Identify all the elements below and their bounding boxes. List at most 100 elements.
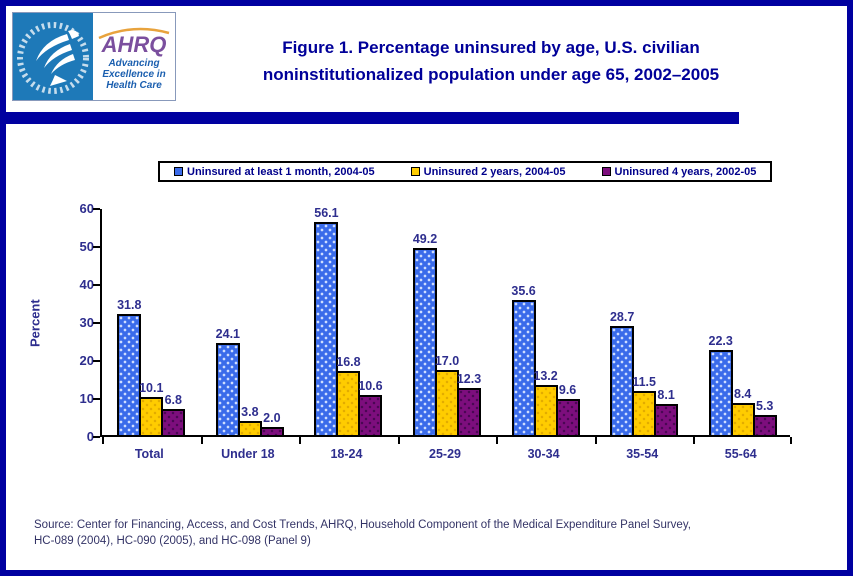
y-tick-mark bbox=[93, 398, 100, 400]
bar: 8.4 bbox=[730, 387, 755, 435]
bar: 28.7 bbox=[610, 310, 634, 435]
x-category-label: Under 18 bbox=[221, 447, 275, 461]
bar-value-label: 10.6 bbox=[358, 378, 383, 393]
legend-label: Uninsured 4 years, 2002-05 bbox=[614, 165, 757, 178]
legend-marker-icon bbox=[174, 167, 183, 176]
y-tick-mark bbox=[93, 322, 100, 324]
hhs-eagle-icon bbox=[17, 22, 89, 94]
x-tick-mark bbox=[102, 437, 104, 444]
ahrq-tagline: Advancing Excellence in Health Care bbox=[102, 57, 166, 91]
source-note: Source: Center for Financing, Access, an… bbox=[34, 517, 834, 549]
plot-area: 31.8 10.1 6.8 24.1 3.8 2.0 56.1 16.8 10.6 49.2 17.… bbox=[93, 206, 792, 444]
bar: 2.0 bbox=[259, 411, 284, 435]
bar-value-label: 11.5 bbox=[632, 375, 656, 390]
bar: 12.3 bbox=[457, 372, 481, 435]
bar: 10.1 bbox=[139, 381, 163, 435]
ahrq-hhs-logo: AHRQ Advancing Excellence in Health Care bbox=[12, 12, 176, 101]
bar-value-label: 31.8 bbox=[117, 298, 142, 313]
ahrq-wordmark: AHRQ bbox=[101, 31, 167, 57]
x-axis-category-labels: Total Under 18 18-24 25-29 30-34 35-54 55-64 bbox=[100, 447, 790, 461]
bar: 22.3 bbox=[709, 334, 733, 435]
x-tick-mark bbox=[693, 437, 696, 444]
figure-title-line2: noninstitutionalized population under ag… bbox=[262, 65, 720, 84]
bar-value-label: 24.1 bbox=[215, 327, 241, 342]
bar: 8.1 bbox=[654, 388, 679, 435]
x-tick-mark bbox=[299, 437, 302, 444]
hhs-seal-icon bbox=[13, 13, 93, 100]
bar-group: 35.6 13.2 9.6 bbox=[496, 209, 595, 435]
bar-value-label: 28.7 bbox=[609, 309, 635, 324]
ahrq-arc-icon bbox=[98, 27, 170, 39]
bar: 6.8 bbox=[161, 393, 186, 435]
bar-value-label: 13.2 bbox=[533, 368, 558, 383]
bar-value-label: 35.6 bbox=[511, 283, 536, 298]
x-tick-mark bbox=[200, 437, 203, 444]
legend-label: Uninsured at least 1 month, 2004-05 bbox=[187, 165, 375, 178]
x-category-label: 55-64 bbox=[724, 447, 757, 461]
bar-value-label: 9.6 bbox=[558, 382, 577, 397]
y-tick-mark bbox=[93, 436, 100, 438]
x-category-label: Total bbox=[134, 447, 164, 461]
legend-label: Uninsured 2 years, 2004-05 bbox=[423, 165, 566, 178]
y-tick-mark bbox=[93, 246, 100, 248]
source-note-line2: HC-089 (2004), HC-090 (2005), and HC-098… bbox=[34, 535, 311, 547]
y-tick-mark bbox=[93, 208, 100, 210]
bar-value-label: 10.1 bbox=[139, 380, 164, 395]
y-tick-label: 10 bbox=[79, 391, 94, 406]
bar: 31.8 bbox=[117, 298, 141, 435]
bar-value-label: 8.4 bbox=[734, 387, 752, 402]
legend-item: Uninsured 4 years, 2002-05 bbox=[601, 165, 757, 178]
bar-value-label: 3.8 bbox=[241, 404, 259, 419]
y-axis-title: Percent bbox=[27, 299, 43, 347]
bar-value-label: 8.1 bbox=[657, 388, 675, 403]
x-tick-mark bbox=[496, 437, 499, 444]
bar: 17.0 bbox=[435, 354, 459, 435]
header-divider-bar bbox=[6, 112, 739, 124]
figure-title: Figure 1. Percentage uninsured by age, U… bbox=[191, 34, 791, 88]
y-tick-label: 40 bbox=[79, 277, 94, 292]
bar-value-label: 12.3 bbox=[456, 372, 482, 387]
bar-group: 31.8 10.1 6.8 bbox=[102, 209, 201, 435]
bar-value-label: 49.2 bbox=[412, 232, 438, 247]
y-tick-label: 50 bbox=[79, 239, 94, 254]
bar: 10.6 bbox=[358, 379, 383, 435]
bar: 24.1 bbox=[216, 327, 240, 435]
x-category-label: 35-54 bbox=[626, 447, 659, 461]
bar-group: 49.2 17.0 12.3 bbox=[398, 209, 497, 435]
y-tick-label: 30 bbox=[79, 315, 94, 330]
bar-value-label: 17.0 bbox=[434, 354, 460, 369]
chart-legend: Uninsured at least 1 month, 2004-05 Unins… bbox=[158, 161, 773, 182]
y-axis-tick-labels: 0 10 20 30 40 50 60 bbox=[64, 201, 94, 444]
ahrq-logo: AHRQ Advancing Excellence in Health Care bbox=[93, 13, 175, 100]
bar-group: 28.7 11.5 8.1 bbox=[595, 209, 694, 435]
bar-value-label: 2.0 bbox=[263, 411, 281, 426]
x-tick-mark bbox=[397, 437, 400, 444]
source-note-line1: Source: Center for Financing, Access, an… bbox=[34, 519, 691, 531]
bar: 9.6 bbox=[555, 383, 580, 435]
x-tick-mark bbox=[790, 437, 792, 444]
bar: 56.1 bbox=[314, 206, 339, 435]
bar-group: 24.1 3.8 2.0 bbox=[201, 209, 300, 435]
bar: 5.3 bbox=[752, 399, 777, 435]
bar-value-label: 16.8 bbox=[336, 355, 361, 370]
bar-group: 22.3 8.4 5.3 bbox=[693, 209, 792, 435]
x-category-label: 18-24 bbox=[330, 447, 363, 461]
bar-value-label: 5.3 bbox=[756, 398, 774, 413]
y-tick-label: 0 bbox=[86, 429, 94, 444]
figure-title-line1: Figure 1. Percentage uninsured by age, U… bbox=[282, 38, 700, 57]
x-category-label: 30-34 bbox=[527, 447, 560, 461]
bar-group: 56.1 16.8 10.6 bbox=[299, 206, 398, 435]
legend-marker-icon bbox=[410, 167, 420, 176]
bar-value-label: 22.3 bbox=[708, 334, 733, 349]
x-category-label: 25-29 bbox=[429, 447, 462, 461]
y-tick-mark bbox=[93, 284, 100, 286]
bar: 49.2 bbox=[413, 232, 437, 435]
bar-value-label: 56.1 bbox=[314, 205, 339, 220]
x-tick-mark bbox=[594, 437, 597, 444]
y-tick-label: 60 bbox=[79, 201, 94, 216]
legend-item: Uninsured 2 years, 2004-05 bbox=[410, 165, 566, 178]
bar: 16.8 bbox=[336, 355, 361, 435]
bar: 11.5 bbox=[632, 375, 657, 435]
legend-marker-icon bbox=[601, 167, 611, 176]
